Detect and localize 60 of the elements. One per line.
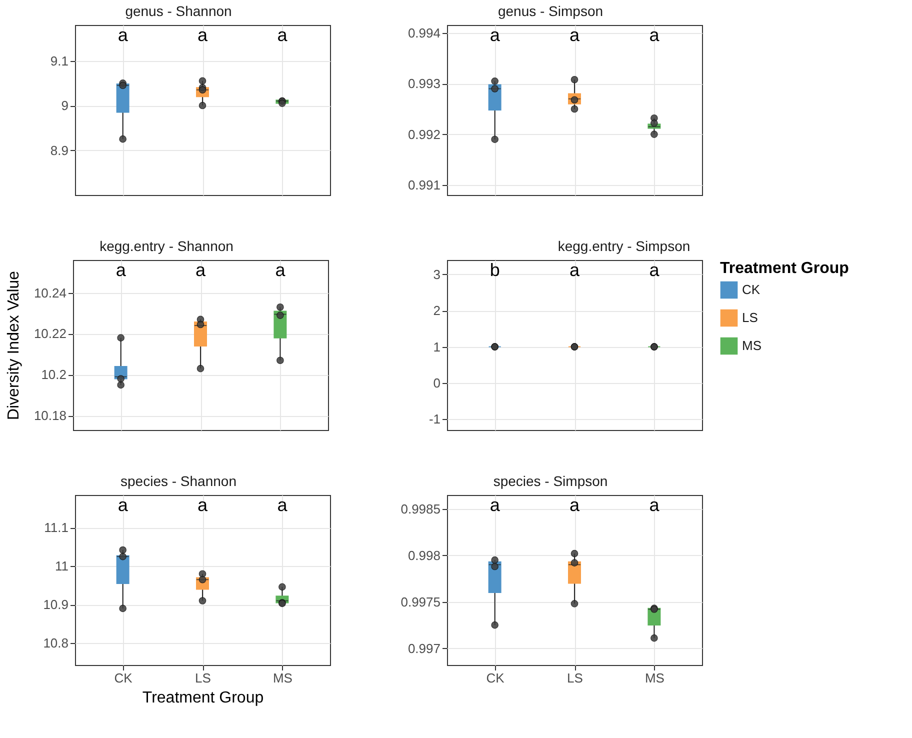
y-tick-label: 0.997 [408, 640, 440, 656]
x-tick-label: LS [567, 670, 584, 686]
x-tick-label: LS [195, 670, 212, 686]
y-tick-label: 10.24 [34, 285, 66, 300]
y-tick-label: -1 [428, 412, 440, 427]
chart-title: species - Simpson [493, 473, 608, 489]
annotation: a [118, 25, 129, 45]
y-tick-label: 11.1 [44, 520, 68, 536]
y-tick-label: 0 [433, 375, 440, 390]
y-tick-label: 0.991 [408, 177, 440, 192]
annotation: a [277, 25, 288, 45]
y-tick-label: 10.8 [43, 636, 68, 651]
y-tick-label: 11 [55, 558, 68, 574]
annotation: a [569, 260, 580, 280]
annotation: a [569, 25, 580, 45]
y-tick-label: 9 [61, 98, 68, 114]
y-tick-label: 10.18 [34, 408, 66, 424]
y-axis-title: Diversity Index Value [6, 270, 22, 420]
x-axis-title: Treatment Group [142, 690, 264, 706]
annotation: a [649, 260, 660, 280]
y-tick-label: 0.998 [408, 548, 440, 563]
x-tick-label: CK [114, 670, 133, 686]
annotation: a [116, 260, 127, 280]
annotation: a [195, 260, 206, 280]
chart-title: kegg.entry - Simpson [558, 238, 690, 254]
legend-label: MS [742, 338, 762, 353]
y-tick-label: 0.9975 [400, 594, 440, 610]
y-tick-label: 1 [433, 339, 440, 354]
annotation: a [197, 25, 208, 45]
annotation: a [490, 495, 501, 515]
legend-label: LS [742, 310, 758, 325]
annotation: a [490, 25, 501, 45]
legend-title: Treatment Group [720, 260, 850, 277]
annotation: b [490, 260, 500, 280]
chart-title: species - Shannon [120, 473, 236, 489]
annotation: a [569, 495, 580, 515]
y-tick-label: 8.9 [50, 142, 68, 158]
y-tick-label: 0.993 [408, 76, 440, 92]
y-tick-label: 10.9 [43, 597, 68, 612]
y-tick-label: 10.2 [41, 367, 66, 382]
x-tick-label: MS [644, 670, 665, 686]
annotation: a [649, 495, 660, 515]
chart-title: kegg.entry - Shannon [100, 238, 234, 254]
y-tick-label: 9.1 [50, 53, 68, 68]
legend-label: CK [742, 282, 760, 297]
chart-title: genus - Simpson [498, 3, 604, 19]
y-tick-label: 10.22 [34, 326, 66, 342]
y-tick-label: 0.994 [408, 26, 440, 41]
annotation: a [277, 495, 288, 515]
x-tick-label: MS [272, 670, 293, 686]
annotation: a [197, 495, 208, 515]
x-tick-label: CK [486, 670, 505, 686]
y-tick-label: 3 [433, 266, 440, 282]
annotation: a [649, 25, 660, 45]
y-tick-label: 0.9985 [400, 501, 440, 516]
chart-title: genus - Shannon [125, 3, 232, 19]
y-tick-label: 2 [433, 303, 440, 318]
y-tick-label: 0.992 [408, 126, 440, 142]
annotation: a [118, 495, 129, 515]
annotation: a [275, 260, 286, 280]
